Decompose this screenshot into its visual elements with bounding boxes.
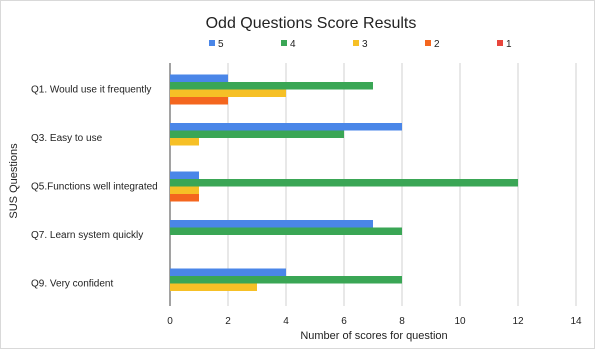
y-axis-label: SUS Questions (8, 143, 20, 219)
legend-swatch (425, 40, 431, 46)
legend-label: 2 (434, 39, 440, 50)
bar-4-1 (170, 82, 373, 90)
legend-item-4: 4 (281, 39, 296, 50)
chart-title: Odd Questions Score Results (206, 15, 417, 32)
x-tick-label: 0 (167, 316, 173, 327)
bar-group-4 (170, 220, 402, 235)
bar-3-3 (170, 186, 199, 194)
legend-swatch (209, 40, 215, 46)
bar-group-5 (170, 268, 402, 291)
bar-4-2 (170, 130, 344, 138)
legend-label: 3 (362, 39, 368, 50)
x-tick-label: 6 (341, 316, 347, 327)
legend-item-3: 3 (353, 39, 368, 50)
x-tick-label: 8 (399, 316, 405, 327)
bar-5-5 (170, 268, 286, 276)
bar-2-1 (170, 97, 228, 105)
legend-swatch (281, 40, 287, 46)
x-tick-label: 12 (512, 316, 524, 327)
bar-5-1 (170, 74, 228, 82)
bar-5-4 (170, 220, 373, 228)
bar-chart: Odd Questions Score Results 5 4 3 2 1 Q1. Wo… (8, 15, 582, 342)
bar-3-1 (170, 89, 286, 97)
bar-2-3 (170, 194, 199, 202)
category-label: Q5.Functions well integrated (31, 182, 158, 193)
bar-3-5 (170, 283, 257, 291)
legend-swatch (497, 40, 503, 46)
x-tick-label: 4 (283, 316, 289, 327)
category-labels: Q1. Would use it frequently Q3. Easy to u… (31, 85, 158, 290)
legend-item-1: 1 (497, 39, 512, 50)
legend: 5 4 3 2 1 (209, 39, 512, 50)
bar-3-2 (170, 138, 199, 146)
bar-group-2 (170, 123, 402, 146)
x-tick-label: 2 (225, 316, 231, 327)
legend-swatch (353, 40, 359, 46)
legend-item-5: 5 (209, 39, 224, 50)
legend-label: 4 (290, 39, 296, 50)
legend-label: 5 (218, 39, 224, 50)
legend-item-2: 2 (425, 39, 440, 50)
bar-4-5 (170, 276, 402, 284)
category-label: Q9. Very confident (31, 279, 113, 290)
bar-5-3 (170, 171, 199, 179)
x-tick-label: 14 (570, 316, 582, 327)
bar-group-1 (170, 74, 373, 105)
bar-4-3 (170, 179, 518, 187)
bars (170, 74, 518, 291)
x-tick-label: 10 (454, 316, 466, 327)
bar-4-4 (170, 227, 402, 235)
bar-group-3 (170, 171, 518, 202)
category-label: Q3. Easy to use (31, 133, 103, 144)
category-label: Q1. Would use it frequently (31, 85, 151, 96)
x-axis-label: Number of scores for question (300, 330, 447, 342)
category-label: Q7. Learn system quickly (31, 230, 143, 241)
x-tick-labels: 0 2 4 6 8 10 12 14 (167, 316, 582, 327)
legend-label: 1 (506, 39, 512, 50)
bar-5-2 (170, 123, 402, 131)
